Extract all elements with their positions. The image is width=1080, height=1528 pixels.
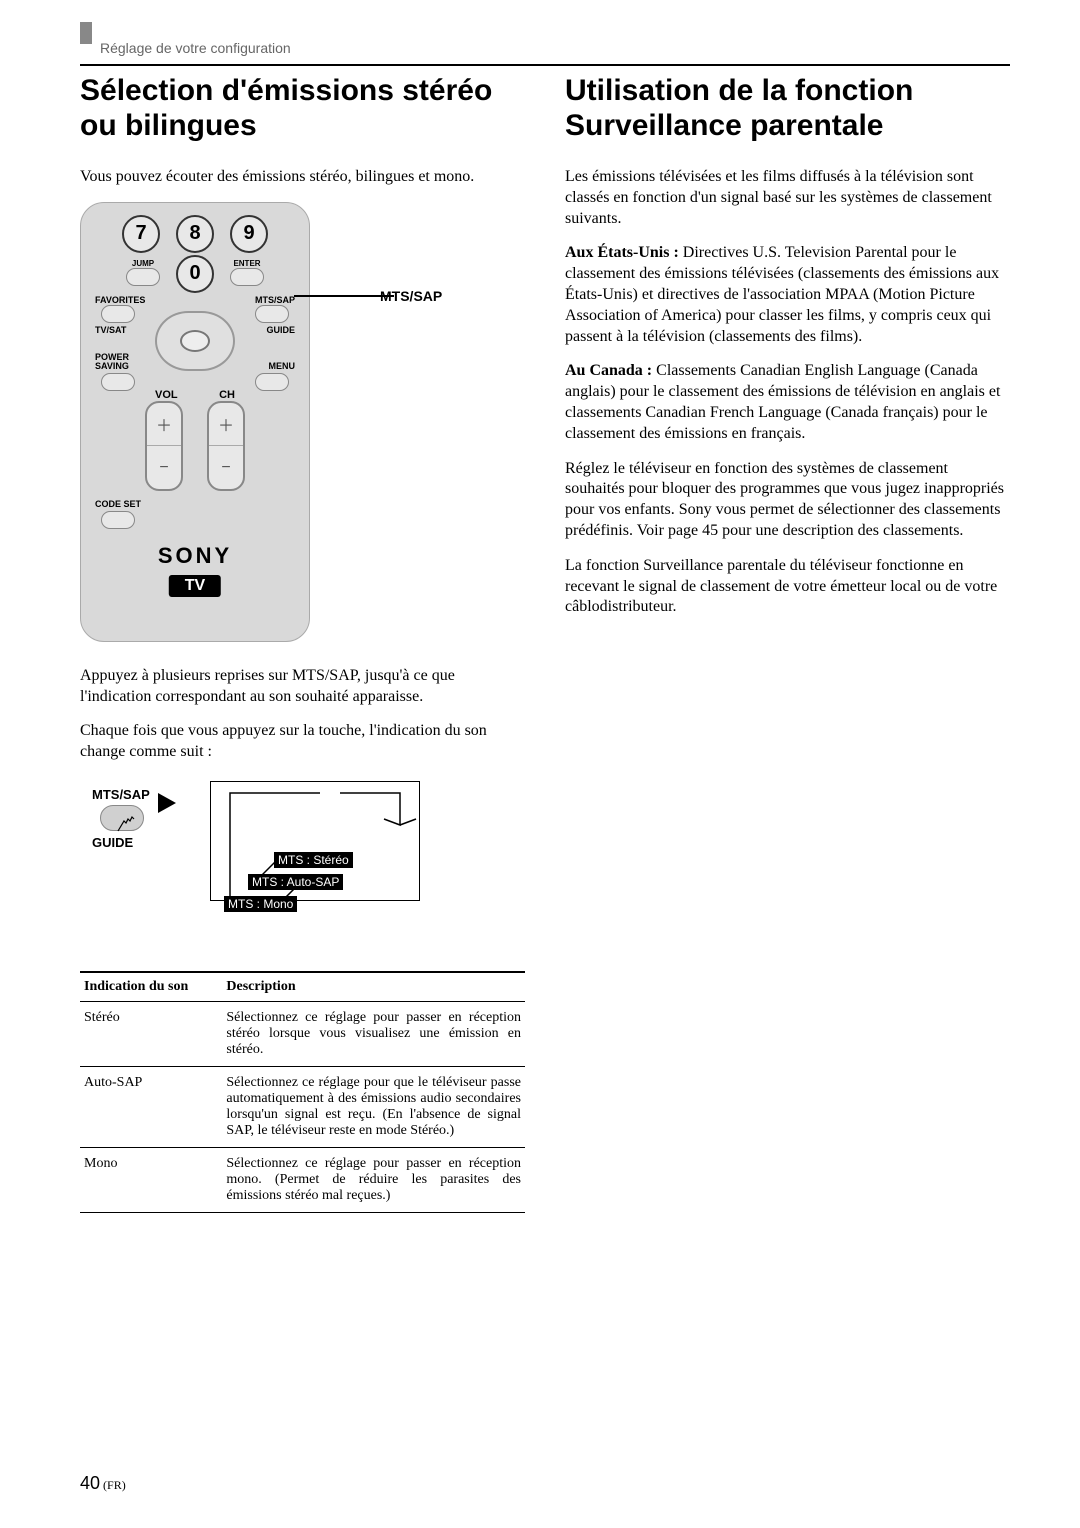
table-header-description: Description <box>222 972 525 1002</box>
ch-rocker: ＋− <box>207 401 245 491</box>
remote-body: 7 8 9 JUMP 0 ENTER FAVORITES MTS/ <box>80 202 310 642</box>
page-lang: (FR) <box>103 1478 126 1492</box>
header-divider <box>80 64 1010 66</box>
menu-label: MENU <box>269 361 296 371</box>
diagram-tag-autosap: MTS : Auto-SAP <box>248 874 343 890</box>
callout-line <box>294 295 394 297</box>
left-column: Sélection d'émissions stéréo ou bilingue… <box>80 74 525 1213</box>
left-title: Sélection d'émissions stéréo ou bilingue… <box>80 74 525 143</box>
ca-bold: Au Canada : <box>565 362 656 379</box>
vol-label: VOL <box>155 389 178 401</box>
power-saving-label: POWERSAVING <box>95 353 129 371</box>
us-bold: Aux États-Unis : <box>565 244 683 261</box>
right-column: Utilisation de la fonction Surveillance … <box>565 74 1010 1213</box>
remote-btn-9: 9 <box>230 215 268 253</box>
table-row: Mono Sélectionnez ce réglage pour passer… <box>80 1147 525 1212</box>
remote-illustration: 7 8 9 JUMP 0 ENTER FAVORITES MTS/ <box>80 202 525 642</box>
diagram-arrow-icon <box>158 793 176 813</box>
left-p2: Chaque fois que vous appuyez sur la touc… <box>80 721 525 763</box>
right-p1: Les émissions télévisées et les films di… <box>565 167 1010 229</box>
remote-btn-0: 0 <box>176 255 214 293</box>
right-ca: Au Canada : Classements Canadian English… <box>565 361 1010 444</box>
diagram-tag-stereo: MTS : Stéréo <box>274 852 353 868</box>
diagram-mtssap-label: MTS/SAP <box>92 787 150 802</box>
tvsat-label: TV/SAT <box>95 325 126 335</box>
row-key: Mono <box>80 1147 222 1212</box>
sony-logo: SONY <box>81 543 309 569</box>
row-desc: Sélectionnez ce réglage pour passer en r… <box>222 1147 525 1212</box>
page-footer: 40 (FR) <box>80 1473 126 1494</box>
remote-btn-8: 8 <box>176 215 214 253</box>
breadcrumb: Réglage de votre configuration <box>80 40 1010 56</box>
diagram-tag-mono: MTS : Mono <box>224 896 297 912</box>
row-desc: Sélectionnez ce réglage pour que le télé… <box>222 1066 525 1147</box>
right-us: Aux États-Unis : Directives U.S. Televis… <box>565 243 1010 347</box>
row-desc: Sélectionnez ce réglage pour passer en r… <box>222 1001 525 1066</box>
ch-label: CH <box>219 389 235 401</box>
codeset-button <box>101 511 135 529</box>
remote-dpad <box>155 311 235 371</box>
jump-label: JUMP <box>126 259 160 268</box>
mts-diagram: MTS/SAP GUIDE MTS : Stéréo MTS : Auto-SA… <box>80 777 525 947</box>
row-key: Stéréo <box>80 1001 222 1066</box>
right-title: Utilisation de la fonction Surveillance … <box>565 74 1010 143</box>
left-intro: Vous pouvez écouter des émissions stéréo… <box>80 167 525 188</box>
left-p1: Appuyez à plusieurs reprises sur MTS/SAP… <box>80 666 525 708</box>
table-row: Stéréo Sélectionnez ce réglage pour pass… <box>80 1001 525 1066</box>
table-header-indication: Indication du son <box>80 972 222 1002</box>
remote-btn-7: 7 <box>122 215 160 253</box>
menu-button <box>255 373 289 391</box>
page-number: 40 <box>80 1473 100 1493</box>
table-row: Auto-SAP Sélectionnez ce réglage pour qu… <box>80 1066 525 1147</box>
page-side-tab <box>80 22 92 44</box>
sound-table: Indication du son Description Stéréo Sél… <box>80 971 525 1213</box>
tv-label: TV <box>169 575 221 597</box>
press-hand-icon <box>114 811 138 835</box>
vol-rocker: ＋− <box>145 401 183 491</box>
mtssap-button <box>255 305 289 323</box>
enter-label: ENTER <box>230 259 264 268</box>
right-p2: Réglez le téléviseur en fonction des sys… <box>565 459 1010 542</box>
row-key: Auto-SAP <box>80 1066 222 1147</box>
callout-text: MTS/SAP <box>380 288 442 304</box>
jump-button <box>126 268 160 286</box>
enter-button <box>230 268 264 286</box>
diagram-guide-label: GUIDE <box>92 835 133 850</box>
powersaving-button <box>101 373 135 391</box>
guide-label: GUIDE <box>266 325 295 335</box>
right-p3: La fonction Surveillance parentale du té… <box>565 556 1010 618</box>
favorites-button <box>101 305 135 323</box>
codeset-label: CODE SET <box>95 499 141 509</box>
